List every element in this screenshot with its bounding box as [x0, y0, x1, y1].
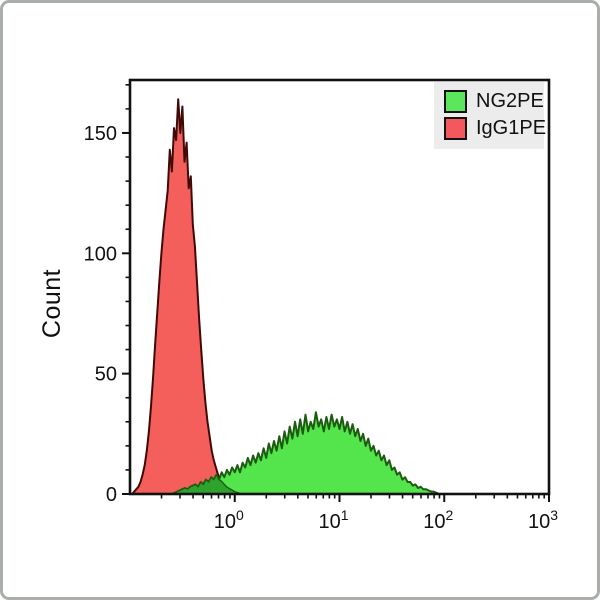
legend-label-igg1pe: IgG1PE: [476, 117, 547, 139]
y-tick-label: 150: [84, 123, 117, 145]
legend-item-ng2pe: NG2PE: [444, 89, 544, 114]
y-axis-title-text: Count: [38, 268, 67, 338]
y-tick-label: 0: [106, 484, 117, 506]
legend: NG2PE IgG1PE: [434, 82, 546, 149]
flow-histogram-chart: 100 101 102 103 0 50 100 150: [84, 78, 559, 533]
legend-item-igg1pe: IgG1PE: [444, 116, 546, 141]
red-swatch-icon: [444, 117, 467, 140]
x-tick-label: 100: [214, 507, 244, 533]
green-swatch-icon: [444, 90, 467, 113]
x-tick-label: 101: [318, 507, 348, 533]
y-axis-title: Count: [25, 3, 81, 597]
legend-label-ng2pe: NG2PE: [476, 90, 544, 112]
series-overlap: [171, 474, 244, 495]
histogram-series: [131, 98, 440, 495]
plot-border: [128, 78, 551, 496]
x-tick-label: 102: [423, 507, 453, 533]
y-tick-label: 100: [84, 243, 117, 265]
axis-tick-labels: 100 101 102 103 0 50 100 150: [84, 123, 559, 533]
x-tick-label: 103: [528, 507, 558, 533]
series-igg1pe: [131, 98, 242, 495]
y-tick-label: 50: [95, 364, 117, 386]
